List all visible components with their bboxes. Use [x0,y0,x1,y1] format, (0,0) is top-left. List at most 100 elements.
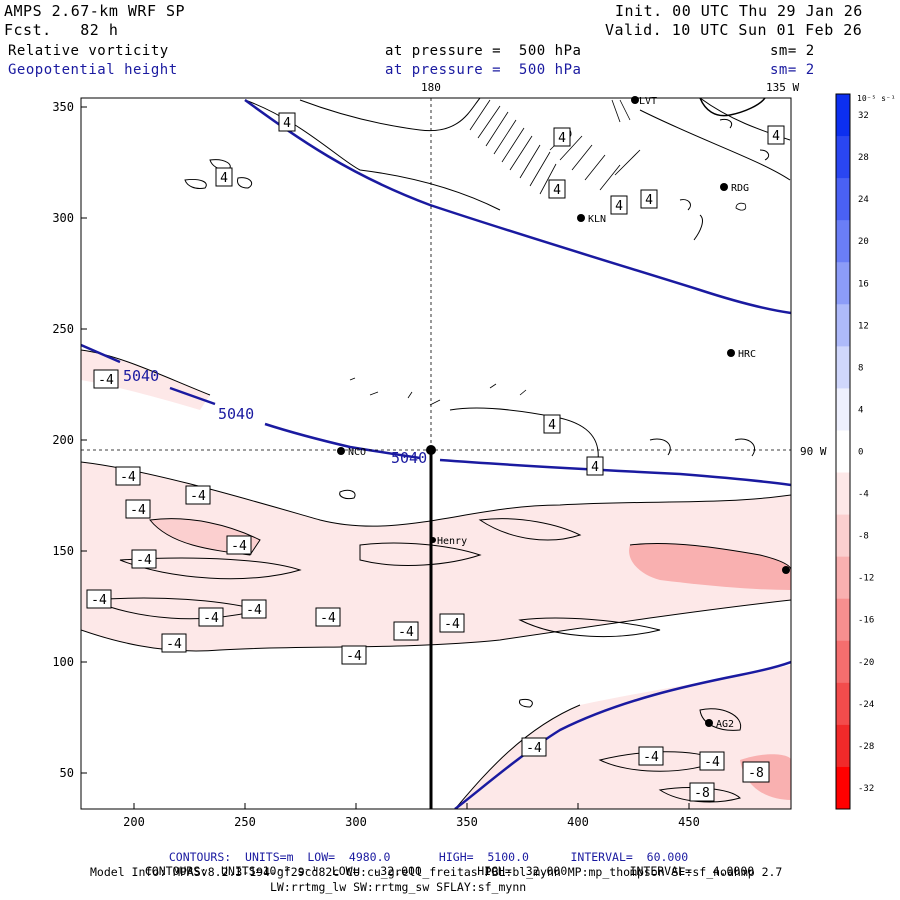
colorbar-label: -32 [858,784,874,794]
colorbar-swatch [836,472,850,516]
svg-text:4: 4 [772,129,780,144]
colorbar-label: -8 [858,532,869,542]
svg-text:-8: -8 [748,766,764,781]
svg-text:-8: -8 [694,786,710,801]
colorbar-label: 28 [858,153,869,163]
station-label-hrc: HRC [738,349,756,360]
field2-smoothing: sm= 2 [770,62,815,78]
geopotential-height-contours [81,98,791,809]
svg-text:-4: -4 [231,539,247,554]
vorticity-streaks [349,99,747,406]
field2-name: Geopotential height [8,62,178,78]
y-tick-label: 300 [52,211,74,225]
svg-text:-4: -4 [246,603,262,618]
svg-text:-4: -4 [166,637,182,652]
svg-text:-4: -4 [526,741,542,756]
footer-vort-low: LOW= -32.000 [331,864,422,878]
footer-height-label: CONTOURS: [168,850,232,864]
footer-height-low: LOW= 4980.0 [307,850,391,864]
vort-label: -4 [638,746,664,766]
forecast-hour: Fcst. 82 h [4,21,119,39]
vort-label: -4 [315,607,341,627]
station-label-lvt: LVT [639,96,657,107]
vort-label: 4 [278,112,296,132]
vorticity-shading [81,350,791,809]
station-dot-hrc [727,349,735,357]
footer-height-contours: CONTOURS: UNITS=m LOW= 4980.0 HIGH= 5100… [155,836,688,864]
vort-label: 4 [586,456,604,476]
vort-label: -4 [241,599,267,619]
station-dot-henry [430,537,436,543]
x-tick-label: 250 [234,815,256,829]
field1-smoothing: sm= 2 [770,43,815,59]
colorbar-frame [835,93,851,810]
colorbar-swatch [836,766,850,810]
y-axis-ticks [81,106,87,774]
station-label-henry: Henry [437,536,467,547]
svg-text:4: 4 [553,183,561,198]
vort-label: -4 [521,737,547,757]
colorbar-label: 16 [858,279,869,289]
station-dot-rdg [720,183,728,191]
colorbar-label: 32 [858,111,869,121]
colorbar-label: -12 [858,574,874,584]
colorbar-swatch [836,598,850,642]
colorbar-label: 12 [858,321,869,331]
footer-height-high: HIGH= 5100.0 [438,850,529,864]
station-markers [337,96,790,727]
colorbar-swatch [836,346,850,389]
vort-label: -4 [161,633,187,653]
field2-level: at pressure = 500 hPa [385,62,582,78]
height-label: 5040 [218,405,254,423]
svg-text:4: 4 [220,171,228,186]
lon-label-90w: 90 W [800,445,827,458]
vort-label: 4 [767,125,785,145]
vort-label: -4 [439,613,465,633]
vorticity-labels: 4 4 4 4 4 4 4 4 4 -4 -4 -4 -4 -4 -4 -4 -… [86,112,785,802]
colorbar-swatch [836,304,850,347]
vort-label: 4 [610,195,628,215]
vort-label: -4 [131,549,157,569]
model-info-2: LW:rrtmg_lw SW:rrtmg_sw SFLAY:sf_mynn [270,880,527,894]
vort-label: 4 [640,189,658,209]
vort-label: -4 [115,466,141,486]
x-axis-labels: 200 250 300 350 400 450 [123,815,700,829]
vort-label: 4 [548,179,566,199]
colorbar-label: -4 [858,490,869,500]
colorbar-swatch [836,388,850,431]
colorbar-swatch [836,220,850,263]
colorbar-label: -28 [858,742,874,752]
height-label: 5040 [391,449,427,467]
colorbar-swatch [836,136,850,179]
colorbar-swatch [836,682,850,726]
station-label-kln: KLN [588,214,606,225]
model-title: AMPS 2.67-km WRF SP [4,2,186,20]
svg-text:-4: -4 [398,625,414,640]
colorbar-label: 0 [858,448,863,458]
y-tick-label: 350 [52,100,74,114]
vort-label: -4 [86,589,112,609]
svg-text:-4: -4 [203,611,219,626]
x-tick-label: 350 [456,815,478,829]
vort-label: -4 [198,607,224,627]
x-tick-label: 450 [678,815,700,829]
colorbar-swatch [836,556,850,600]
height-labels: 5040 5040 5040 [123,367,427,467]
vort-label: -4 [341,645,367,665]
svg-text:-4: -4 [120,470,136,485]
svg-text:-4: -4 [91,593,107,608]
plot-frame [80,97,792,810]
vort-label: -4 [226,535,252,555]
vort-label: -8 [689,782,715,802]
field1-name: Relative vorticity [8,43,169,59]
station-dot-ag2 [705,719,713,727]
colorbar-swatch [836,262,850,305]
station-label-ag2: AG2 [716,719,734,730]
svg-text:4: 4 [558,131,566,146]
station-dot-nco [337,447,345,455]
colorbar-unit: 10⁻⁵ s⁻¹ [857,94,896,103]
svg-text:-4: -4 [704,755,720,770]
svg-text:-4: -4 [320,611,336,626]
svg-text:4: 4 [548,418,556,433]
y-tick-label: 200 [52,433,74,447]
